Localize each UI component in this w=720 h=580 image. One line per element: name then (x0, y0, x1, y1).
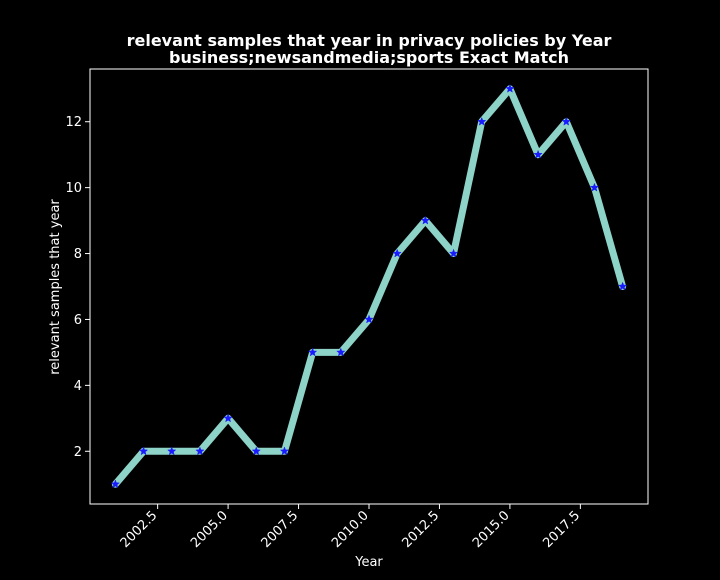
y-tick-label: 10 (65, 181, 82, 196)
y-axis-label: relevant samples that year (48, 199, 63, 375)
data-point (589, 182, 600, 192)
series-line (111, 85, 627, 488)
x-tick-label: 2010.0 (329, 508, 372, 551)
x-tick-label: 2015.0 (470, 508, 513, 551)
data-point (336, 347, 346, 357)
x-axis-label: Year (354, 555, 383, 570)
data-point (251, 446, 261, 456)
y-tick-label: 8 (74, 247, 82, 262)
data-point (420, 215, 431, 225)
data-point (364, 314, 374, 324)
y-tick-label: 6 (74, 313, 82, 328)
data-point (307, 347, 318, 357)
y-tick-label: 4 (74, 379, 82, 394)
x-tick-label: 2005.0 (188, 508, 231, 551)
data-point (195, 446, 205, 456)
data-point (138, 446, 149, 456)
x-tick-label: 2012.5 (400, 508, 443, 551)
y-tick-label: 2 (74, 445, 82, 460)
data-point (223, 413, 233, 423)
data-point (448, 248, 459, 258)
chart-subtitle: business;newsandmedia;sports Exact Match (169, 48, 569, 67)
plot-area: 2 4 6 8 10 12 2002.5 2005.0 2007.5 2010.0 2012.5 20… (65, 68, 649, 551)
y-tick-label: 12 (65, 115, 82, 130)
data-point (477, 116, 487, 126)
x-tick-label: 2002.5 (118, 508, 161, 551)
data-point (505, 83, 515, 93)
data-point (533, 149, 543, 159)
data-point (110, 479, 121, 489)
chart-title: relevant samples that year in privacy po… (127, 31, 612, 50)
x-tick-label: 2017.5 (540, 508, 583, 551)
data-point (167, 446, 177, 456)
data-point (561, 116, 571, 126)
data-point (392, 248, 402, 258)
x-tick-label: 2007.5 (259, 508, 302, 551)
data-point (279, 446, 290, 456)
plot-frame (89, 68, 649, 505)
data-point (617, 281, 628, 291)
